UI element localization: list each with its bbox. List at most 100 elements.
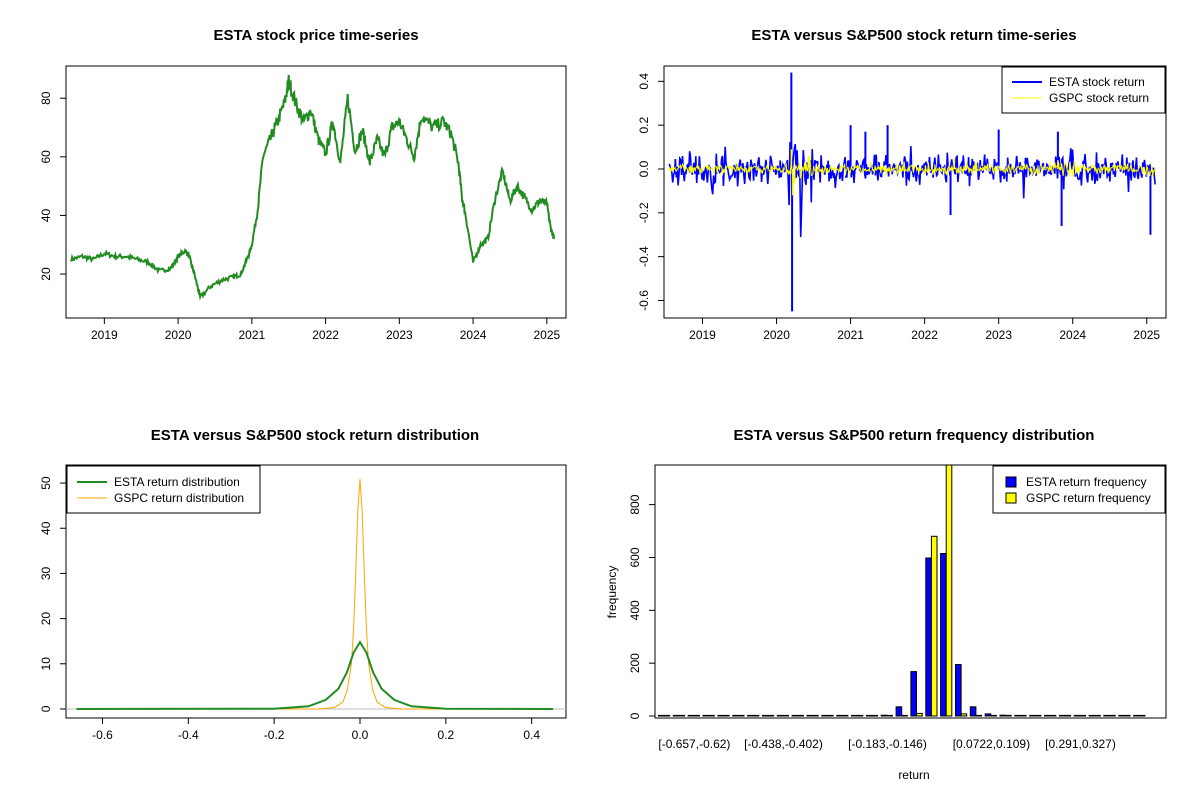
return-series-y-axis: -0.6 -0.4 -0.2 0.0 0.2 0.4 bbox=[637, 73, 664, 311]
panel-frequency: ESTA versus S&P500 return frequency dist… bbox=[605, 427, 1167, 782]
legend-gspc-frequency: GSPC return frequency bbox=[1026, 491, 1151, 505]
esta-frequency-bar bbox=[732, 714, 739, 717]
panel-return-series: ESTA versus S&P500 stock return time-ser… bbox=[637, 27, 1167, 342]
esta-frequency-bar bbox=[747, 714, 754, 717]
price-y-tick-label: 40 bbox=[39, 208, 53, 222]
distribution-y-axis: 0 10 20 30 40 50 bbox=[39, 476, 66, 712]
esta-frequency-bar bbox=[1088, 714, 1096, 717]
legend-esta-distribution: ESTA return distribution bbox=[114, 475, 240, 489]
distribution-x-tick-label: 0.4 bbox=[523, 728, 540, 742]
return-x-tick-label: 2024 bbox=[1059, 328, 1086, 342]
esta-frequency-bar bbox=[717, 714, 725, 717]
frequency-x-axis: [-0.657,-0.62) [-0.438,-0.402) [-0.183,-0.… bbox=[658, 737, 1115, 751]
frequency-y-label: frequency bbox=[605, 566, 619, 619]
gspc-frequency-bar bbox=[1123, 714, 1131, 717]
gspc-frequency-bar bbox=[723, 714, 730, 717]
return-x-tick-label: 2022 bbox=[911, 328, 938, 342]
return-y-tick-label: 0.2 bbox=[637, 117, 651, 134]
esta-frequency-bar bbox=[791, 714, 799, 717]
gspc-frequency-bar bbox=[1064, 714, 1072, 717]
panel-price: ESTA stock price time-series 2019 2020 202… bbox=[39, 27, 567, 342]
distribution-plot-frame bbox=[65, 464, 567, 719]
gspc-frequency-bar bbox=[812, 714, 819, 717]
gspc-frequency-bar bbox=[1034, 714, 1042, 717]
distribution-chart-title: ESTA versus S&P500 stock return distribu… bbox=[151, 427, 479, 444]
gspc-frequency-bar bbox=[856, 714, 864, 717]
price-y-tick-label: 80 bbox=[39, 91, 53, 105]
return-x-tick-label: 2019 bbox=[689, 328, 716, 342]
return-y-tick-label: 0.0 bbox=[637, 160, 651, 177]
esta-frequency-bar bbox=[865, 714, 873, 717]
distribution-y-tick-label: 20 bbox=[39, 612, 53, 626]
distribution-x-tick-label: 0.2 bbox=[437, 728, 454, 742]
frequency-x-label: return bbox=[898, 768, 929, 782]
return-y-tick-label: -0.6 bbox=[637, 290, 651, 311]
gspc-frequency-bar bbox=[1079, 714, 1087, 717]
price-x-tick-label: 2025 bbox=[533, 328, 560, 342]
esta-frequency-bar bbox=[895, 706, 903, 717]
esta-frequency-bar bbox=[955, 664, 962, 717]
esta-frequency-bar bbox=[1133, 714, 1140, 717]
return-series-legend: ESTA stock return GSPC stock return bbox=[1001, 66, 1166, 114]
frequency-y-axis: 0 200 400 600 800 bbox=[628, 494, 655, 719]
return-y-tick-label: -0.4 bbox=[637, 246, 651, 267]
gspc-frequency-bar bbox=[916, 712, 923, 717]
esta-frequency-bar bbox=[761, 714, 769, 717]
esta-frequency-bar bbox=[1029, 714, 1036, 717]
esta-frequency-bar bbox=[1058, 714, 1066, 717]
distribution-x-tick-label: -0.6 bbox=[92, 728, 113, 742]
gspc-frequency-bar bbox=[737, 714, 745, 717]
distribution-y-tick-label: 30 bbox=[39, 566, 53, 580]
return-x-tick-label: 2023 bbox=[985, 328, 1012, 342]
frequency-y-tick-label: 800 bbox=[628, 494, 642, 514]
legend-esta-return: ESTA stock return bbox=[1049, 75, 1145, 89]
esta-frequency-bar bbox=[969, 706, 977, 717]
esta-frequency-bar bbox=[925, 557, 932, 717]
gspc-frequency-bar bbox=[797, 714, 804, 717]
esta-frequency-bar bbox=[1103, 714, 1111, 717]
panel-return-distribution: ESTA versus S&P500 stock return distribu… bbox=[39, 427, 567, 742]
price-x-axis: 2019 2020 2021 2022 2023 2024 2025 bbox=[91, 318, 560, 342]
gspc-frequency-bar bbox=[930, 535, 938, 717]
gspc-frequency-bar bbox=[1005, 714, 1012, 717]
esta-frequency-bar bbox=[999, 714, 1007, 717]
frequency-legend: ESTA return frequency GSPC return freque… bbox=[992, 465, 1166, 514]
return-series-x-axis: 2019 2020 2021 2022 2023 2024 2025 bbox=[689, 318, 1160, 342]
gspc-return-series bbox=[668, 149, 1157, 196]
price-x-tick-label: 2024 bbox=[460, 328, 487, 342]
esta-frequency-bar bbox=[880, 714, 888, 717]
price-y-axis: 20 40 60 80 bbox=[39, 91, 66, 281]
esta-frequency-bar bbox=[776, 714, 784, 717]
gspc-frequency-bar bbox=[871, 714, 879, 717]
legend-esta-frequency: ESTA return frequency bbox=[1026, 475, 1147, 489]
return-series-chart-title: ESTA versus S&P500 stock return time-ser… bbox=[751, 27, 1076, 44]
price-x-tick-label: 2021 bbox=[238, 328, 265, 342]
esta-density-line bbox=[76, 640, 554, 710]
frequency-x-tick-label: [-0.438,-0.402) bbox=[744, 737, 823, 751]
price-y-tick-label: 20 bbox=[39, 267, 53, 281]
gspc-frequency-bar bbox=[990, 714, 997, 717]
legend-gspc-return: GSPC stock return bbox=[1049, 91, 1149, 105]
frequency-plot-frame bbox=[654, 464, 1167, 719]
esta-frequency-bar bbox=[687, 714, 695, 717]
esta-frequency-bar bbox=[940, 553, 947, 717]
distribution-legend: ESTA return distribution GSPC return dis… bbox=[66, 465, 261, 514]
esta-frequency-bar bbox=[806, 714, 814, 717]
frequency-chart-title: ESTA versus S&P500 return frequency dist… bbox=[734, 427, 1095, 444]
price-x-tick-label: 2022 bbox=[312, 328, 339, 342]
gspc-frequency-bar bbox=[1094, 714, 1101, 717]
frequency-bars bbox=[658, 464, 1146, 717]
return-x-tick-label: 2021 bbox=[837, 328, 864, 342]
return-y-tick-label: 0.4 bbox=[637, 73, 651, 90]
return-x-tick-label: 2025 bbox=[1133, 328, 1160, 342]
gspc-density-line bbox=[76, 478, 554, 710]
gspc-frequency-bar bbox=[901, 714, 908, 717]
esta-frequency-bar bbox=[1118, 714, 1125, 717]
gspc-frequency-bar bbox=[782, 714, 790, 717]
esta-price-line bbox=[70, 74, 556, 301]
distribution-x-axis: -0.6 -0.4 -0.2 0.0 0.2 0.4 bbox=[92, 718, 540, 742]
distribution-x-tick-label: -0.2 bbox=[264, 728, 285, 742]
esta-frequency-bar bbox=[984, 713, 992, 717]
legend-gspc-distribution: GSPC return distribution bbox=[114, 491, 244, 505]
